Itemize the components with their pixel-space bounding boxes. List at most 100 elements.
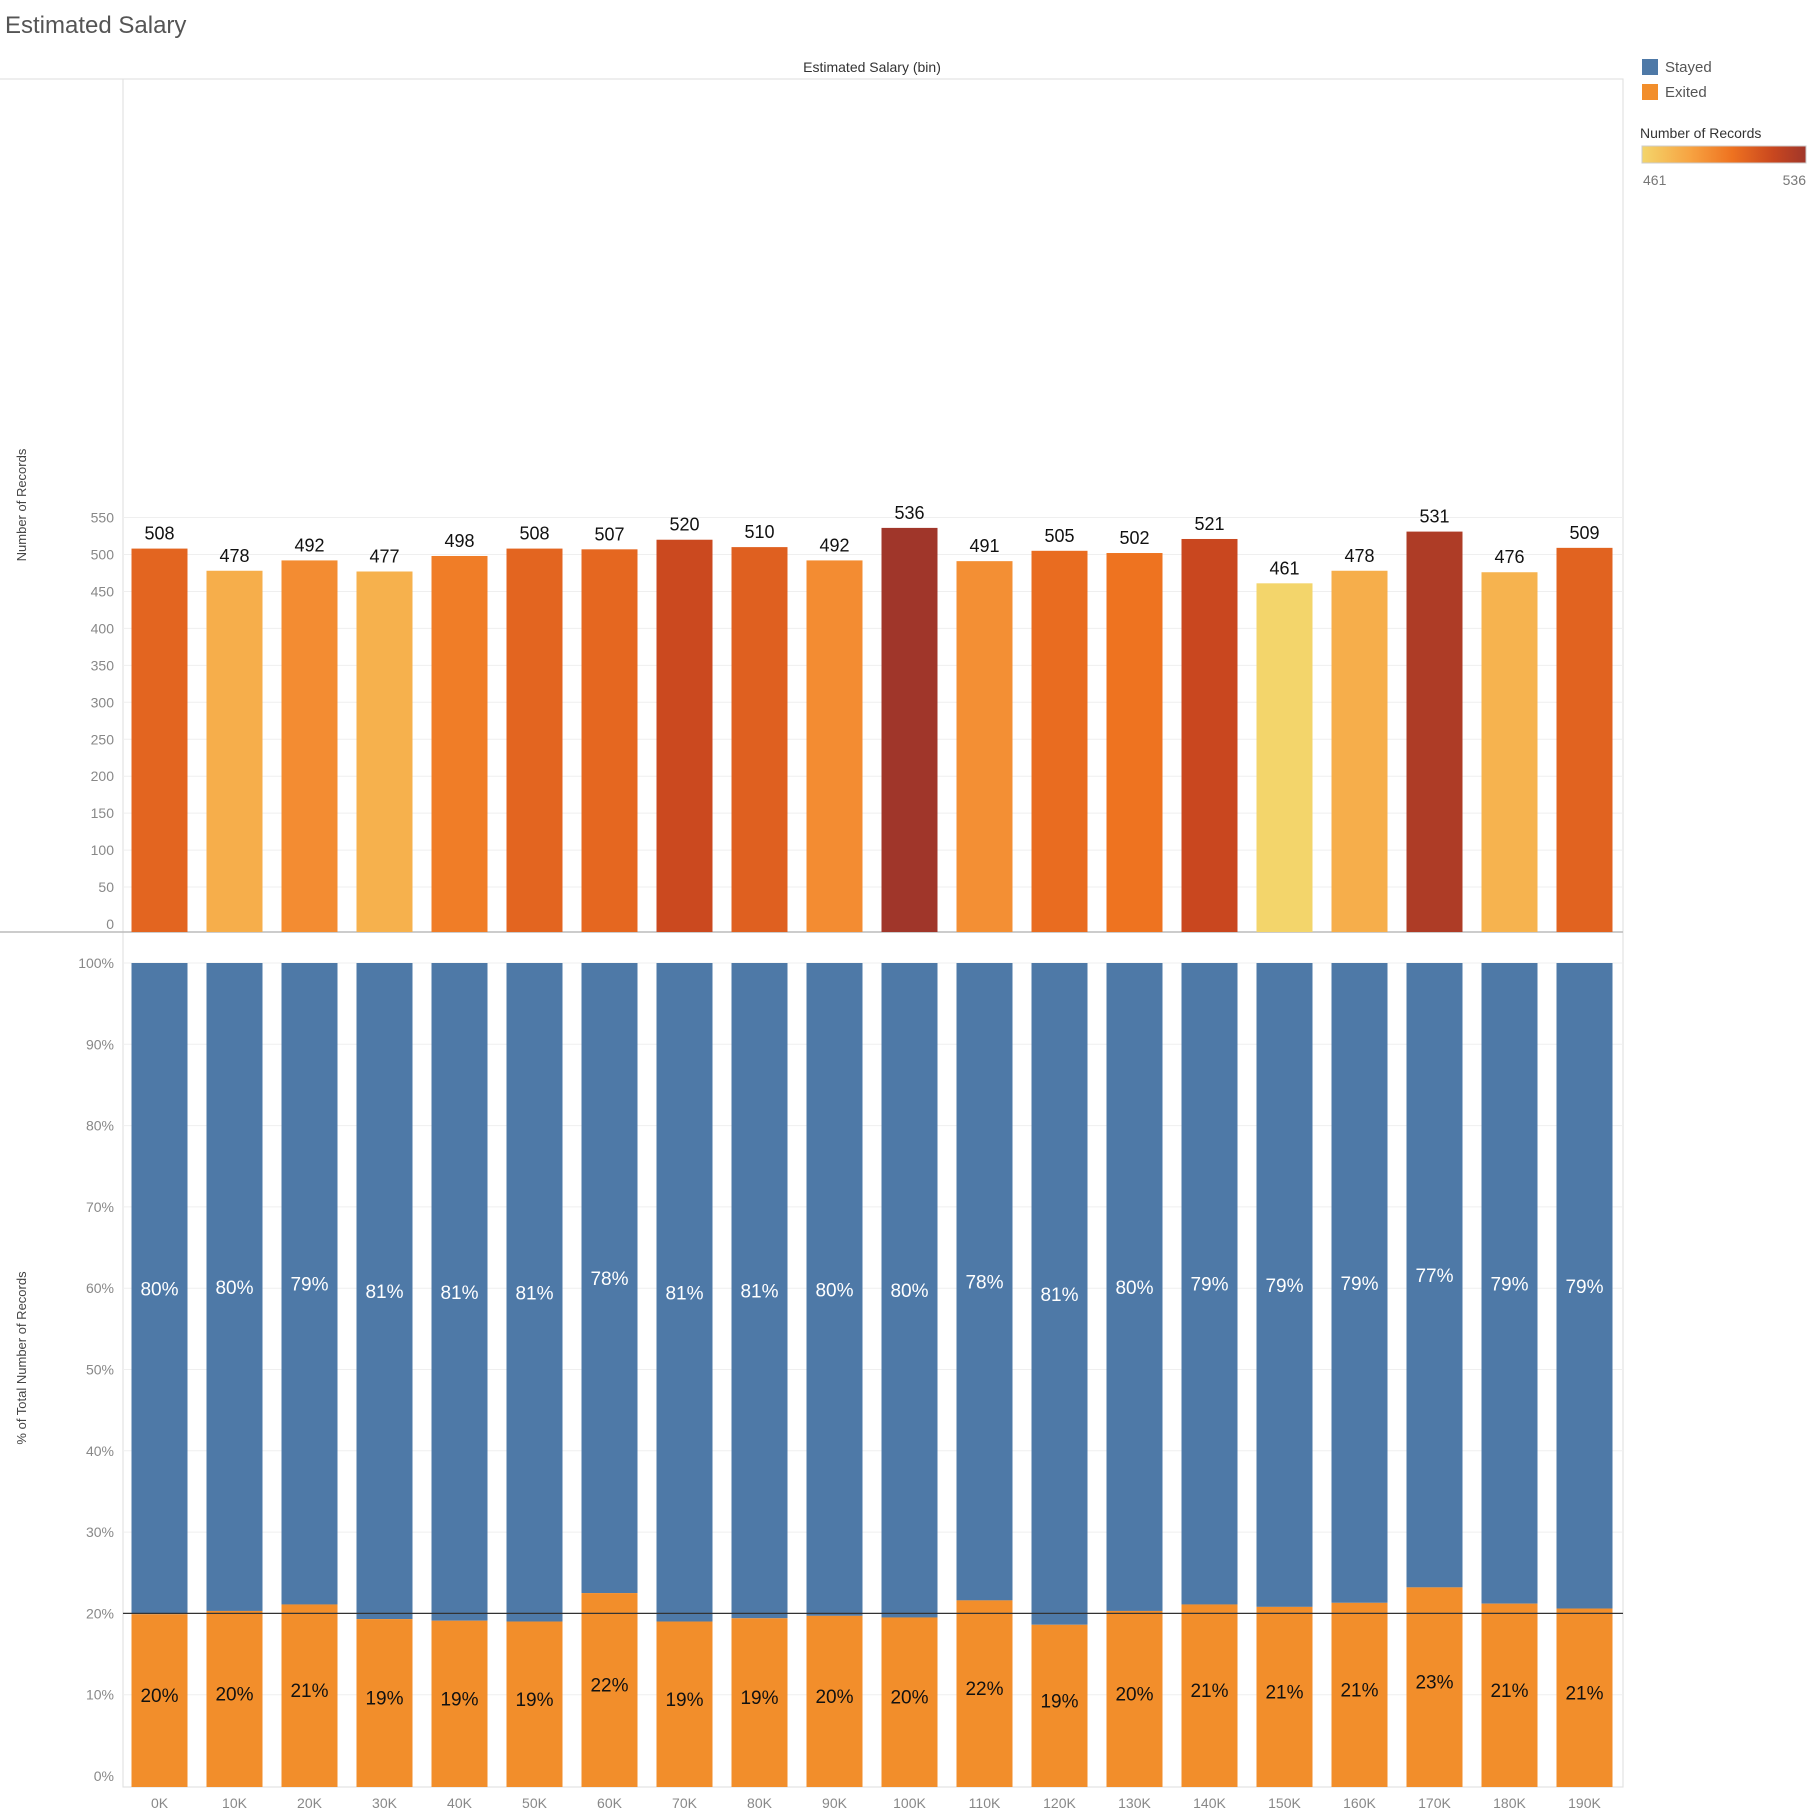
stayed-bar-segment (1481, 963, 1538, 1604)
x-tick-label: 0K (151, 1795, 169, 1811)
stayed-bar-segment (581, 963, 638, 1594)
stayed-share-label: 79% (1490, 1274, 1528, 1295)
exited-bar-segment (1406, 1587, 1463, 1787)
stayed-bar-segment (131, 963, 188, 1615)
exited-bar-segment (356, 1619, 413, 1787)
stayed-share-label: 80% (815, 1280, 853, 1301)
count-bar-label: 476 (1494, 547, 1524, 567)
count-bar (806, 560, 863, 932)
exited-bar-segment (656, 1621, 713, 1787)
share-bars: 80% 20% 80% 20% 79% 21% 81% 19% 81% 19% 81% 19% 78% 2… (131, 963, 1613, 1787)
exited-bar-segment (131, 1614, 188, 1787)
exited-bar-segment (431, 1620, 488, 1787)
exited-share-label: 21% (1565, 1683, 1603, 1704)
exited-share-label: 20% (890, 1688, 928, 1709)
x-tick-label: 40K (447, 1795, 473, 1811)
stayed-bar-segment (956, 963, 1013, 1601)
stayed-bar-segment (806, 963, 863, 1616)
x-tick-label: 70K (672, 1795, 698, 1811)
stayed-share-label: 79% (1190, 1275, 1228, 1296)
stayed-share-label: 79% (1265, 1276, 1303, 1297)
count-bars: 508 478 492 477 498 508 507 520 510 492 536 491 505 5… (131, 503, 1613, 932)
count-bar (1331, 570, 1388, 932)
x-tick-label: 150K (1268, 1795, 1301, 1811)
exited-share-label: 20% (215, 1684, 253, 1705)
y-tick-label: 20% (86, 1605, 114, 1621)
count-bar (656, 539, 713, 932)
x-tick-label: 30K (372, 1795, 398, 1811)
y-tick-label: 550 (91, 510, 115, 526)
y-tick-label: 300 (91, 694, 115, 710)
y-tick-label: 50 (98, 879, 114, 895)
y-tick-label: 50% (86, 1362, 114, 1378)
y-tick-label: 250 (91, 731, 115, 747)
x-tick-label: 140K (1193, 1795, 1226, 1811)
count-bar-label: 478 (219, 546, 249, 566)
count-bar-label: 531 (1419, 507, 1449, 527)
count-bar-label: 510 (744, 522, 774, 542)
exited-share-label: 23% (1415, 1673, 1453, 1694)
count-bar-label: 461 (1269, 558, 1299, 578)
stayed-bar-segment (1556, 963, 1613, 1609)
stayed-share-label: 80% (140, 1280, 178, 1301)
exited-share-label: 19% (665, 1690, 703, 1711)
count-bar-label: 508 (519, 524, 549, 544)
exited-bar-segment (806, 1615, 863, 1787)
y-tick-label: 60% (86, 1280, 114, 1296)
exited-share-label: 21% (1265, 1682, 1303, 1703)
y-tick-label: 500 (91, 547, 115, 563)
x-tick-label: 100K (893, 1795, 926, 1811)
stayed-bar-segment (356, 963, 413, 1620)
count-bar (731, 547, 788, 932)
exited-bar-segment (506, 1621, 563, 1787)
y-tick-label: 90% (86, 1036, 114, 1052)
exited-share-label: 21% (1490, 1681, 1528, 1702)
exited-share-label: 21% (1190, 1681, 1228, 1702)
count-bar (1106, 553, 1163, 932)
count-bar (581, 549, 638, 932)
top-pane-frame (122, 78, 1624, 933)
exited-bar-segment (1481, 1603, 1538, 1787)
y-tick-label: 100% (78, 955, 114, 971)
count-bar (1406, 531, 1463, 932)
count-bar-label: 520 (669, 515, 699, 535)
stayed-share-label: 79% (290, 1275, 328, 1296)
x-tick-label: 110K (969, 1795, 1001, 1811)
count-bar-label: 492 (294, 535, 324, 555)
exited-share-label: 20% (140, 1686, 178, 1707)
exited-share-label: 21% (290, 1681, 328, 1702)
x-tick-label: 190K (1568, 1795, 1601, 1811)
stayed-share-label: 80% (890, 1281, 928, 1302)
y-tick-label: 100 (91, 842, 115, 858)
count-bar-label: 502 (1119, 528, 1149, 548)
exited-bar-segment (1331, 1602, 1388, 1787)
exited-share-label: 20% (1115, 1684, 1153, 1705)
x-tick-label: 20K (297, 1795, 323, 1811)
x-tick-label: 180K (1493, 1795, 1526, 1811)
count-bar (131, 548, 188, 932)
exited-share-label: 19% (740, 1688, 778, 1709)
count-bar-label: 507 (594, 524, 624, 544)
stayed-share-label: 81% (665, 1283, 703, 1304)
x-tick-label: 10K (222, 1795, 248, 1811)
y-tick-label: 70% (86, 1199, 114, 1215)
x-tick-label: 80K (747, 1795, 773, 1811)
exited-bar-segment (956, 1600, 1013, 1787)
stayed-share-label: 80% (1115, 1278, 1153, 1299)
exited-share-label: 19% (515, 1690, 553, 1711)
x-tick-label: 50K (522, 1795, 548, 1811)
count-bar (431, 555, 488, 932)
exited-share-label: 19% (440, 1689, 478, 1710)
exited-share-label: 20% (815, 1687, 853, 1708)
count-bar-label: 521 (1194, 514, 1224, 534)
legend: Stayed Exited Number of Records 461 536 (1640, 59, 1807, 188)
count-bar (356, 571, 413, 932)
bottom-y-axis: 0% 10% 20% 30% 40% 50% 60% 70% 80% 90% 100% (78, 955, 114, 1784)
x-tick-label: 170K (1418, 1795, 1451, 1811)
count-bar (506, 548, 563, 932)
x-tick-label: 160K (1343, 1795, 1376, 1811)
x-tick-label: 130K (1118, 1795, 1151, 1811)
stayed-bar-segment (281, 963, 338, 1605)
page-title: Estimated Salary (5, 12, 186, 39)
y-tick-label: 450 (91, 583, 115, 599)
